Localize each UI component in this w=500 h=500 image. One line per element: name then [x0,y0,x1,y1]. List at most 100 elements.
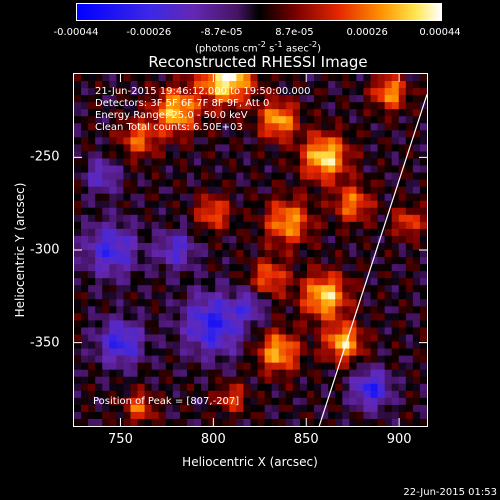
heatmap-cell [243,186,252,195]
heatmap-cell [102,242,110,251]
heatmap-cell [370,221,379,230]
heatmap-cell [363,137,372,145]
heatmap-cell [264,123,273,131]
heatmap-cell [292,369,301,378]
heatmap-cell [194,235,202,244]
heatmap-cell [95,102,103,110]
heatmap-cell [102,264,110,272]
heatmap-cell [116,292,125,300]
heatmap-cell [158,250,167,258]
heatmap-cell [74,158,82,167]
heatmap-cell [419,95,427,103]
heatmap-cell [179,362,188,371]
heatmap-cell [328,144,336,153]
heatmap-cell [314,271,322,279]
heatmap-cell [384,390,393,399]
heatmap-cell [264,74,273,82]
heatmap-cell [285,207,294,216]
heatmap-cell [264,158,273,167]
heatmap-cell [250,299,259,307]
heatmap-cell [215,144,223,153]
heatmap-cell [306,264,315,272]
heatmap-cell [271,257,280,265]
heatmap-cell [349,130,357,138]
heatmap-cell [314,313,322,321]
heatmap-cell [81,292,89,300]
heatmap-cell [306,418,315,426]
heatmap-cell [201,362,209,371]
heatmap-cell [172,327,181,336]
heatmap-cell [321,250,329,258]
heatmap-cell [116,285,125,293]
heatmap-cell [384,411,393,420]
heatmap-cell [419,285,427,293]
heatmap-cell [328,158,336,167]
heatmap-cell [264,116,273,124]
heatmap-cell [215,411,223,420]
heatmap-cell [116,242,125,251]
heatmap-cell [130,144,139,153]
heatmap-cell [208,221,216,230]
heatmap-cell [314,376,322,385]
heatmap-cell [215,362,223,371]
heatmap-cell [335,320,343,329]
heatmap-cell [321,158,329,167]
heatmap-cell [398,355,407,364]
heatmap-cell [158,179,167,188]
heatmap-cell [201,327,209,336]
heatmap-cell [292,235,301,244]
heatmap-cell [278,404,287,413]
heatmap-cell [264,193,273,202]
heatmap-cell [88,200,96,209]
heatmap-cell [144,207,153,216]
heatmap-cell [165,228,174,237]
heatmap-cell [264,242,273,251]
heatmap-cell [292,165,301,174]
heatmap-cell [299,172,308,181]
heatmap-cell [328,285,336,293]
heatmap-cell [306,74,315,82]
chart-title: Reconstructed RHESSI Image [148,53,368,71]
heatmap-cell [201,278,209,286]
heatmap-cell [356,341,365,350]
heatmap-cell [116,221,125,230]
heatmap-cell [342,179,350,188]
heatmap-cell [306,369,315,378]
heatmap-cell [95,299,103,307]
heatmap-cell [194,271,202,279]
heatmap-cell [391,193,400,202]
heatmap-cell [398,144,407,153]
heatmap-cell [236,320,245,329]
heatmap-cell [172,271,181,279]
heatmap-cell [137,257,146,265]
heatmap-cell [306,327,315,336]
heatmap-cell [158,144,167,153]
heatmap-cell [222,369,230,378]
heatmap-cell [229,341,237,350]
heatmap-cell [151,179,160,188]
heatmap-cell [419,228,427,237]
heatmap-cell [74,242,82,251]
heatmap-cell [236,306,245,314]
heatmap-cell [419,214,427,223]
heatmap-cell [271,74,280,82]
heatmap-cell [229,158,237,167]
heatmap-cell [144,285,153,293]
heatmap-cell [391,200,400,209]
heatmap-cell [243,285,252,293]
heatmap-cell [201,158,209,167]
heatmap-cell [377,257,386,265]
heatmap-cell [412,397,421,406]
heatmap-cell [314,348,322,357]
heatmap-cell [123,116,132,124]
heatmap-cell [243,271,252,279]
heatmap-cell [356,348,365,357]
heatmap-cell [179,292,188,300]
heatmap-cell [405,411,414,420]
heatmap-cell [158,186,167,195]
heatmap-cell [208,179,216,188]
heatmap-cell [250,411,259,420]
heatmap-cell [116,278,125,286]
heatmap-cell [398,214,407,223]
heatmap-cell [257,200,266,209]
